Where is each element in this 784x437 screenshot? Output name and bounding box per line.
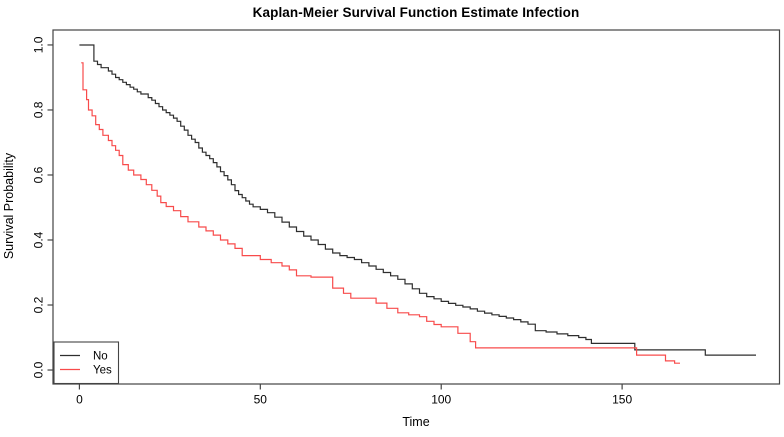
- x-tick-label: 0: [76, 393, 83, 407]
- y-tick-label: 0.0: [32, 361, 46, 378]
- plot-border: [52, 29, 781, 385]
- km-curve-no: [79, 44, 756, 356]
- x-tick-label: 50: [254, 393, 268, 407]
- y-tick-label: 1.0: [32, 36, 46, 53]
- x-axis-label: Time: [402, 415, 430, 429]
- km-curve-yes: [81, 62, 680, 364]
- legend-label-no: No: [93, 351, 108, 363]
- chart-title: Kaplan-Meier Survival Function Estimate …: [252, 5, 580, 20]
- y-tick-label: 0.6: [32, 166, 46, 183]
- x-tick-label: 150: [612, 393, 632, 407]
- legend-label-yes: Yes: [93, 365, 112, 377]
- y-tick-label: 0.2: [32, 296, 46, 313]
- y-tick-label: 0.8: [32, 101, 46, 118]
- x-tick-label: 100: [431, 393, 451, 407]
- y-tick-label: 0.4: [32, 231, 46, 248]
- legend-box: [53, 341, 120, 385]
